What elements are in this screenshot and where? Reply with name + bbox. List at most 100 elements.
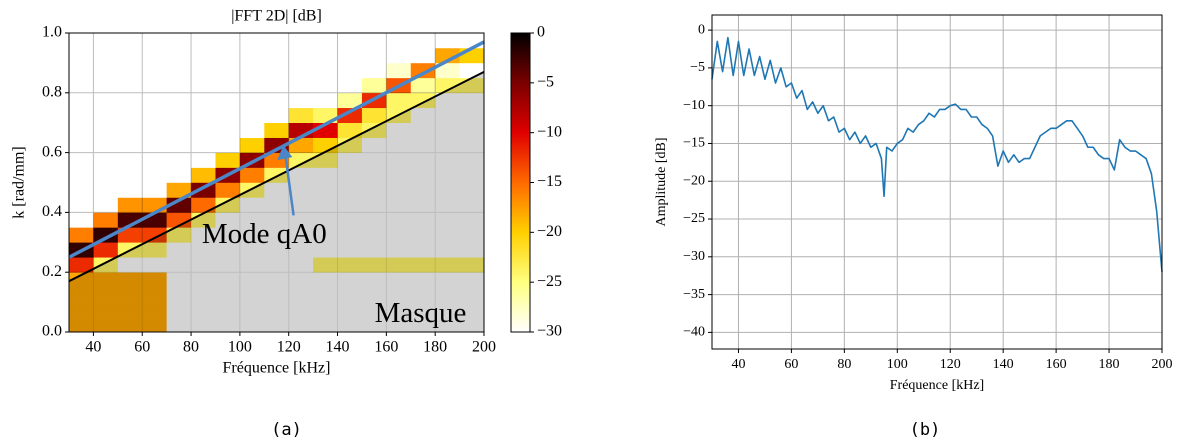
heatmap-cell bbox=[69, 317, 94, 333]
heatmap-cell bbox=[361, 122, 387, 138]
heatmap-cell bbox=[191, 287, 216, 303]
heatmap-cell bbox=[361, 107, 387, 123]
heatmap-cell bbox=[337, 47, 363, 64]
heatmap-cell bbox=[215, 122, 241, 138]
heatmap-cell bbox=[239, 137, 265, 153]
colorbar-tick-label: −20 bbox=[537, 223, 562, 240]
heatmap-cell bbox=[191, 62, 216, 79]
heatmap-cell bbox=[191, 152, 216, 168]
heatmap-cell bbox=[410, 152, 436, 168]
heatmap-cell bbox=[337, 317, 363, 333]
heatmap-cell bbox=[166, 182, 192, 198]
heatmap-cell bbox=[313, 212, 338, 228]
heatmap-cell bbox=[288, 152, 314, 168]
heatmap-cell bbox=[337, 152, 363, 168]
y-tick-label: 1.0 bbox=[42, 24, 62, 41]
heatmap-cell bbox=[337, 302, 363, 318]
heatmap-cell bbox=[386, 92, 412, 109]
heatmap-cell bbox=[166, 197, 192, 213]
heatmap-cell bbox=[337, 107, 363, 123]
heatmap-cell bbox=[166, 317, 192, 333]
heatmap-cell bbox=[215, 302, 241, 318]
heatmap-cell bbox=[386, 137, 412, 153]
heatmap-cell bbox=[410, 77, 436, 94]
heatmap-cell bbox=[288, 77, 314, 94]
heatmap-cell bbox=[239, 122, 265, 138]
annotation-arrowhead bbox=[277, 145, 293, 161]
heatmap-cell bbox=[166, 272, 192, 288]
heatmap-cell bbox=[166, 62, 192, 79]
heatmap-cell bbox=[166, 47, 192, 64]
heatmap-cell bbox=[288, 302, 314, 318]
heatmap-cell bbox=[117, 167, 143, 183]
heatmap-cell bbox=[288, 317, 314, 333]
heatmap-cell bbox=[313, 302, 338, 318]
heatmap-cell bbox=[459, 62, 485, 79]
heatmap-cell bbox=[117, 227, 143, 243]
heatmap-cell bbox=[69, 257, 94, 273]
heatmap-cell bbox=[337, 92, 363, 109]
heatmap-cell bbox=[410, 137, 436, 153]
heatmap-cell bbox=[337, 287, 363, 303]
heatmap-cell bbox=[69, 137, 94, 153]
heatmap-cell bbox=[288, 62, 314, 79]
x-tick-label: 160 bbox=[1046, 357, 1067, 372]
heatmap-cell bbox=[361, 317, 387, 333]
heatmap-cell bbox=[191, 197, 216, 213]
heatmap-cell bbox=[93, 77, 119, 94]
heatmap-cell bbox=[93, 137, 119, 153]
heatmap-cell bbox=[288, 227, 314, 243]
y-tick-label: −30 bbox=[683, 249, 705, 264]
heatmap-cell bbox=[117, 33, 143, 49]
heatmap-cell bbox=[386, 62, 412, 79]
heatmap-cell bbox=[117, 197, 143, 213]
heatmap-cell bbox=[435, 33, 460, 49]
heatmap-cell bbox=[69, 227, 94, 243]
heatmap-cell bbox=[337, 227, 363, 243]
heatmap-cell bbox=[93, 272, 119, 288]
heatmap-cell bbox=[386, 317, 412, 333]
heatmap-cell bbox=[69, 287, 94, 303]
x-tick-label: 180 bbox=[1099, 357, 1120, 372]
heatmap-cell bbox=[313, 62, 338, 79]
heatmap-cell bbox=[166, 152, 192, 168]
x-tick-label: 60 bbox=[134, 339, 150, 356]
heatmap-cell bbox=[69, 167, 94, 183]
heatmap-cell bbox=[264, 287, 290, 303]
heatmap-cell bbox=[459, 242, 485, 258]
heatmap-cell bbox=[264, 227, 290, 243]
heatmap-cell bbox=[435, 287, 460, 303]
heatmap-cell bbox=[215, 197, 241, 213]
heatmap-cell bbox=[410, 227, 436, 243]
heatmap-cell bbox=[239, 287, 265, 303]
heatmap-cell bbox=[313, 227, 338, 243]
heatmap-cell bbox=[386, 122, 412, 138]
x-tick-label: 200 bbox=[1152, 357, 1173, 372]
heatmap-cell bbox=[166, 287, 192, 303]
heatmap-cell bbox=[117, 107, 143, 123]
heatmap-cell bbox=[410, 182, 436, 198]
heatmap-cell bbox=[459, 152, 485, 168]
heatmap-cell bbox=[337, 137, 363, 153]
line-series bbox=[711, 36, 1163, 272]
colorbar-tick-label: 0 bbox=[537, 24, 545, 41]
heatmap-cell bbox=[215, 287, 241, 303]
heatmap-cell bbox=[313, 137, 338, 153]
y-tick-label: 0.2 bbox=[42, 263, 62, 280]
x-tick-label: 100 bbox=[228, 339, 252, 356]
heatmap-cell bbox=[435, 197, 460, 213]
heatmap-cell bbox=[264, 212, 290, 228]
heatmap-cell bbox=[69, 302, 94, 318]
heatmap-cell bbox=[142, 317, 167, 333]
heatmap-cell bbox=[142, 302, 167, 318]
heatmap-cell bbox=[361, 257, 387, 273]
heatmap-cell bbox=[191, 257, 216, 273]
heatmap-cell bbox=[361, 242, 387, 258]
heatmap-cell bbox=[288, 167, 314, 183]
heatmap-cell bbox=[410, 167, 436, 183]
heatmap-cell bbox=[288, 182, 314, 198]
x-tick-label: 100 bbox=[887, 357, 908, 372]
heatmap-cell bbox=[337, 33, 363, 49]
heatmap-cell bbox=[142, 182, 167, 198]
heatmap-cell bbox=[435, 167, 460, 183]
